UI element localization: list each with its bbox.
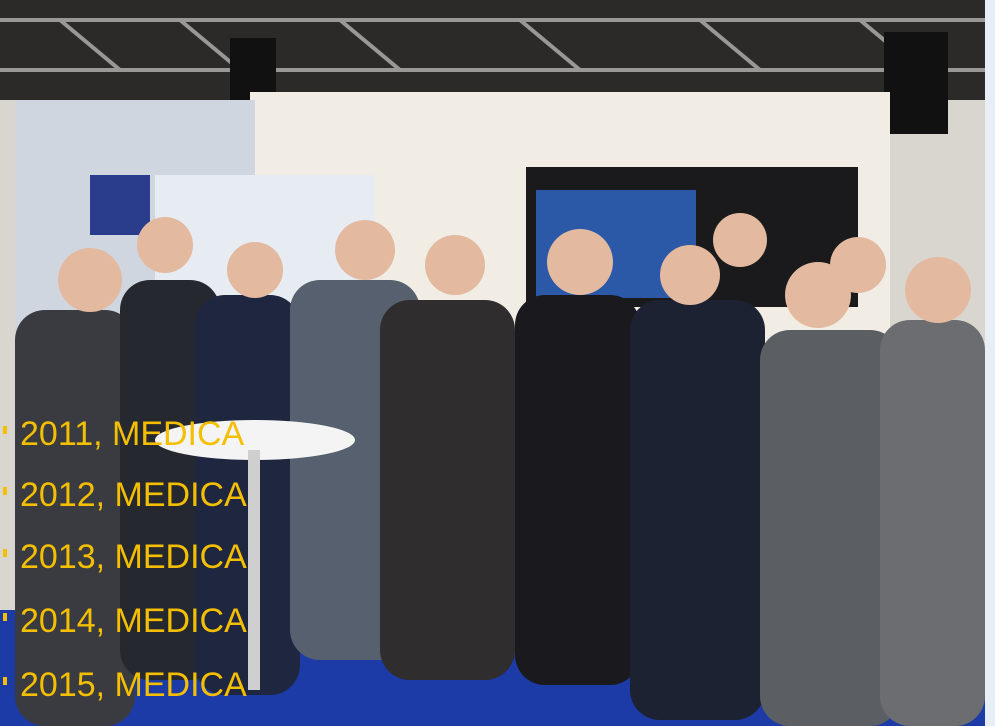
faces (58, 213, 971, 328)
ceiling (0, 0, 985, 100)
list-item: 2014, MEDICA (3, 602, 247, 640)
list-item: 2012, MEDICA (3, 476, 247, 514)
list-item: 2011, MEDICA (2, 415, 245, 453)
side-sign (90, 175, 150, 235)
speaker (884, 32, 948, 134)
table-leg (248, 450, 260, 690)
list-item: 2013, MEDICA (3, 538, 247, 576)
people (15, 280, 985, 726)
table (155, 420, 355, 460)
list-item: 2015, MEDICA (3, 666, 247, 704)
right-border (985, 0, 995, 726)
